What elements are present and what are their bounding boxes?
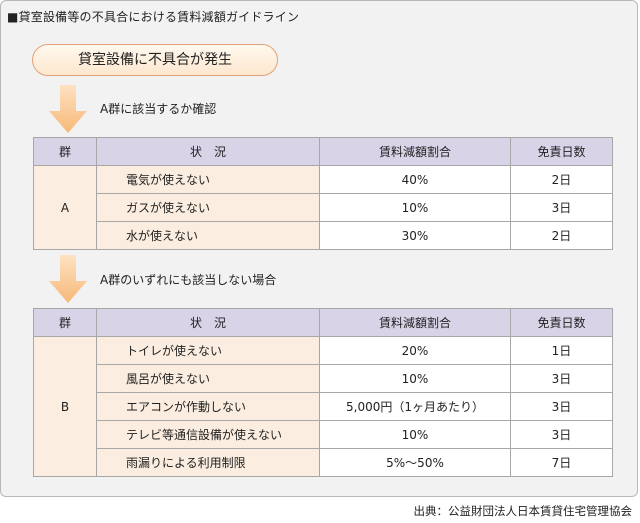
header-situation: 状 況 xyxy=(96,308,320,337)
table-row: B トイレが使えない 20% 1日 xyxy=(33,336,613,477)
down-arrow-icon xyxy=(49,255,87,303)
header-group: 群 xyxy=(33,137,97,166)
days-cell: 3日 xyxy=(510,193,613,222)
days-cell: 1日 xyxy=(510,336,613,365)
table-header-row: 群 状 況 賃料減額割合 免責日数 xyxy=(33,308,613,337)
group-label: B xyxy=(33,336,97,477)
source-credit: 出典：公益財団法人日本賃貸住宅管理協会 xyxy=(413,504,633,518)
situation-cell: テレビ等通信設備が使えない xyxy=(96,420,320,449)
rate-cell: 30% xyxy=(319,221,511,250)
header-rate: 賃料減額割合 xyxy=(319,308,511,337)
group-a-table: 群 状 況 賃料減額割合 免責日数 A 電気が使えない 40% 2日 ガスが使え… xyxy=(33,137,613,250)
rate-cell: 5,000円（1ヶ月あたり） xyxy=(319,392,511,421)
table-row: ガスが使えない 10% 3日 xyxy=(34,193,613,222)
table-row: 水が使えない 30% 2日 xyxy=(34,221,613,250)
days-cell: 2日 xyxy=(510,221,613,250)
situation-cell: 風呂が使えない xyxy=(96,364,320,393)
rate-cell: 10% xyxy=(319,193,511,222)
situation-cell: ガスが使えない xyxy=(96,193,320,222)
page-title: ■貸室設備等の不具合における賃料減額ガイドライン xyxy=(7,10,300,24)
days-cell: 3日 xyxy=(510,420,613,449)
situation-cell: トイレが使えない xyxy=(96,336,320,365)
situation-cell: 水が使えない xyxy=(96,221,320,250)
rate-cell: 40% xyxy=(319,165,511,194)
table-row: 雨漏りによる利用制限 5%～50% 7日 xyxy=(34,448,613,477)
header-group: 群 xyxy=(33,308,97,337)
situation-cell: 電気が使えない xyxy=(96,165,320,194)
start-box: 貸室設備に不具合が発生 xyxy=(32,44,278,76)
rate-cell: 20% xyxy=(319,336,511,365)
rate-cell: 10% xyxy=(319,420,511,449)
table-row: A 電気が使えない 40% 2日 xyxy=(33,165,613,250)
table-row: テレビ等通信設備が使えない 10% 3日 xyxy=(34,420,613,449)
guideline-panel: ■貸室設備等の不具合における賃料減額ガイドライン 貸室設備に不具合が発生 A群に… xyxy=(0,0,638,497)
table-row: エアコンが作動しない 5,000円（1ヶ月あたり） 3日 xyxy=(34,392,613,421)
days-cell: 2日 xyxy=(510,165,613,194)
days-cell: 3日 xyxy=(510,392,613,421)
group-label: A xyxy=(33,165,97,250)
days-cell: 7日 xyxy=(510,448,613,477)
group-b-table: 群 状 況 賃料減額割合 免責日数 B トイレが使えない 20% 1日 風呂が使… xyxy=(33,308,613,477)
header-rate: 賃料減額割合 xyxy=(319,137,511,166)
table-header-row: 群 状 況 賃料減額割合 免責日数 xyxy=(33,137,613,166)
rate-cell: 5%～50% xyxy=(319,448,511,477)
table-row: 風呂が使えない 10% 3日 xyxy=(34,364,613,393)
situation-cell: 雨漏りによる利用制限 xyxy=(96,448,320,477)
down-arrow-icon xyxy=(49,85,87,133)
step-check-a: A群に該当するか確認 xyxy=(100,102,217,116)
header-situation: 状 況 xyxy=(96,137,320,166)
situation-cell: エアコンが作動しない xyxy=(96,392,320,421)
header-days: 免責日数 xyxy=(510,308,613,337)
days-cell: 3日 xyxy=(510,364,613,393)
header-days: 免責日数 xyxy=(510,137,613,166)
step-not-a: A群のいずれにも該当しない場合 xyxy=(100,273,277,287)
rate-cell: 10% xyxy=(319,364,511,393)
